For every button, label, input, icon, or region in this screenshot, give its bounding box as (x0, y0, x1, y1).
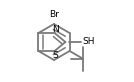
Text: Br: Br (49, 10, 59, 19)
Text: S: S (53, 51, 58, 60)
Text: SH: SH (82, 37, 95, 46)
Text: N: N (52, 26, 59, 35)
